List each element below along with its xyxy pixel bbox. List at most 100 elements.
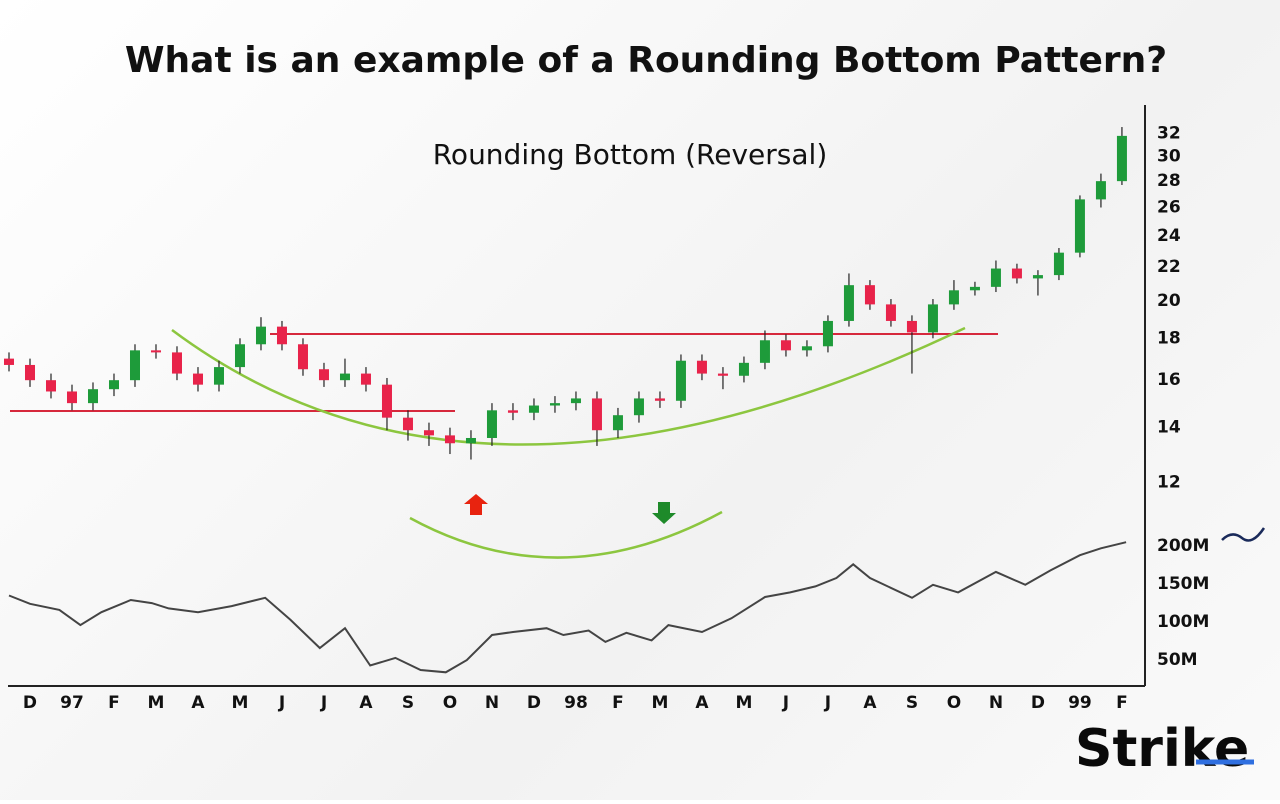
candle-body [843, 285, 854, 321]
y-tick-label: 12 [1157, 473, 1181, 493]
squiggle [1221, 527, 1266, 542]
x-tick-label: J [782, 693, 789, 713]
rounding-curve [171, 326, 966, 446]
candle-body [780, 340, 791, 351]
y-tick-label: 150M [1157, 574, 1209, 594]
candle-body [423, 430, 434, 436]
x-tick-label: A [359, 693, 373, 713]
x-tick-label: N [485, 693, 499, 713]
x-tick-label: O [443, 693, 457, 713]
candle-body [738, 362, 749, 376]
y-tick-label: 32 [1157, 124, 1181, 144]
x-tick-label: J [824, 693, 831, 713]
candle-body [927, 304, 938, 333]
x-tick-label: M [736, 693, 753, 713]
candle-body [339, 373, 350, 381]
y-tick-label: 20 [1157, 291, 1181, 311]
candle-body [192, 373, 203, 385]
y-tick-label: 200M [1157, 536, 1209, 556]
volume-line [8, 541, 1127, 674]
y-tick-label: 24 [1157, 226, 1181, 246]
candle-body [801, 346, 812, 351]
candle-body [444, 435, 455, 444]
x-tick-label: O [947, 693, 961, 713]
x-tick-label: A [191, 693, 205, 713]
candle-body [570, 398, 581, 404]
x-tick-label: D [527, 693, 541, 713]
candle-body [402, 417, 413, 431]
up-arrow [464, 494, 488, 515]
candle-body [990, 268, 1001, 287]
x-tick-label: A [863, 693, 877, 713]
candle-body [234, 344, 245, 368]
candle-body [360, 373, 371, 385]
candle-body [759, 340, 770, 363]
candle-body [381, 384, 392, 418]
candle-body [465, 437, 476, 444]
candle-body [1074, 199, 1085, 253]
y-tick-label: 22 [1157, 257, 1181, 277]
candle-body [969, 286, 980, 291]
x-tick-label: F [1116, 693, 1128, 713]
y-tick-label: 16 [1157, 370, 1181, 390]
y-tick-label: 30 [1157, 147, 1181, 167]
candle-body [822, 320, 833, 347]
rounding-curve-small [409, 510, 723, 559]
candle-body [486, 410, 497, 438]
y-tick-label: 26 [1157, 198, 1181, 218]
x-tick-label: S [402, 693, 414, 713]
candle-body [171, 352, 182, 374]
candle-body [255, 326, 266, 345]
y-tick-label: 50M [1157, 650, 1198, 670]
down-arrow [652, 502, 676, 524]
candle-body [633, 398, 644, 416]
chart-subtitle: Rounding Bottom (Reversal) [433, 138, 828, 171]
y-tick-label: 28 [1157, 171, 1181, 191]
candle-body [549, 403, 560, 406]
candle-body [675, 360, 686, 401]
x-tick-label: S [906, 693, 918, 713]
candle-body [297, 344, 308, 370]
candle-body [108, 380, 119, 390]
x-tick-label: M [148, 693, 165, 713]
candle-body [612, 415, 623, 431]
candle-body [864, 285, 875, 305]
candle-body [507, 410, 518, 413]
candle-body [150, 350, 161, 353]
candle-body [1095, 181, 1106, 200]
candle-body [276, 326, 287, 345]
x-tick-label: F [108, 693, 120, 713]
x-tick-label: M [232, 693, 249, 713]
candle-body [906, 320, 917, 333]
candle-body [1053, 252, 1064, 276]
candle-body [591, 398, 602, 431]
y-tick-label: 14 [1157, 418, 1181, 438]
candle-body [1116, 135, 1127, 182]
candle-body [24, 364, 35, 381]
candle-body [45, 380, 56, 392]
candle-body [717, 373, 728, 376]
candle-body [213, 367, 224, 385]
x-tick-label: M [652, 693, 669, 713]
x-tick-label: J [278, 693, 285, 713]
candle-body [66, 391, 77, 404]
candle-body [654, 398, 665, 401]
chart-title: What is an example of a Rounding Bottom … [125, 40, 1167, 81]
candle-body [696, 360, 707, 374]
x-tick-label: J [320, 693, 327, 713]
candle-body [1032, 275, 1043, 279]
candle-body [948, 290, 959, 305]
candle-body [1011, 268, 1022, 279]
x-tick-label: D [1031, 693, 1045, 713]
candle-body [885, 304, 896, 321]
y-tick-label: 100M [1157, 612, 1209, 632]
x-tick-label: 97 [60, 693, 84, 713]
logo: Strike [1075, 719, 1249, 779]
candle-body [528, 405, 539, 413]
x-tick-label: D [23, 693, 37, 713]
y-tick-label: 18 [1157, 328, 1181, 348]
x-tick-label: A [695, 693, 709, 713]
candle-body [4, 358, 14, 365]
x-tick-label: N [989, 693, 1003, 713]
